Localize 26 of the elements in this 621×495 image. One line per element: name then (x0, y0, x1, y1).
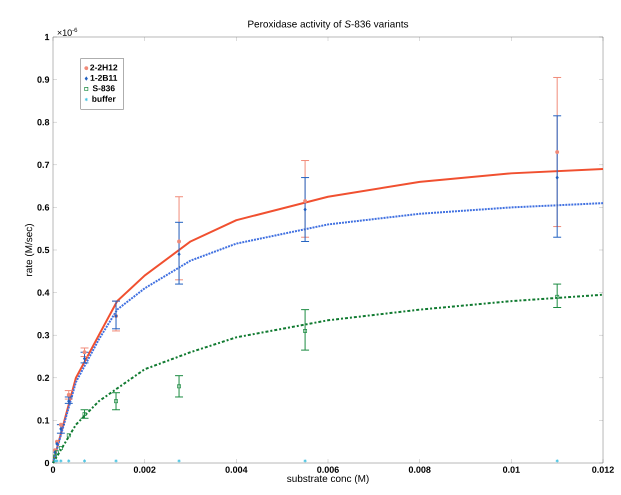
chart-title: Peroxidase activity of S-836 variants (248, 20, 408, 30)
x-tick-label: 0.01 (502, 466, 520, 473)
text: ×10$^{-6}$ (58, 28, 78, 36)
legend-label: S-836 (92, 85, 115, 92)
x-tick-label: 0.008 (408, 466, 431, 473)
y-tick-label: 0.2 (37, 374, 50, 381)
legend-label: 1-2B11 (90, 74, 118, 81)
legend-label: 2-2H12 (90, 64, 118, 70)
y-axis-title: rate (M/sec) (24, 224, 34, 276)
x-tick-label: 0.012 (592, 466, 614, 473)
x-axis-title: substrate conc (M) (287, 474, 369, 484)
y-tick-label: 1 (45, 34, 50, 40)
y-tick-label: 0.8 (37, 119, 50, 126)
y-tick-label: 0.9 (37, 76, 50, 83)
x-tick-label: 0.004 (225, 466, 248, 473)
y-tick-label: 0.1 (37, 417, 50, 424)
x-tick-label: 0 (50, 466, 56, 473)
x-tick-label: 0.002 (134, 466, 156, 473)
y-tick-label: 0.6 (37, 204, 50, 211)
x-tick-label: 0.006 (317, 466, 339, 473)
legend-label: buffer (92, 96, 116, 102)
y-tick-label: 0.4 (37, 289, 50, 296)
y-tick-label: 0.3 (37, 332, 50, 338)
y-tick-label: 0.7 (37, 162, 50, 168)
y-tick-label: 0 (44, 460, 50, 466)
y-tick-label: 0.5 (37, 246, 50, 254)
